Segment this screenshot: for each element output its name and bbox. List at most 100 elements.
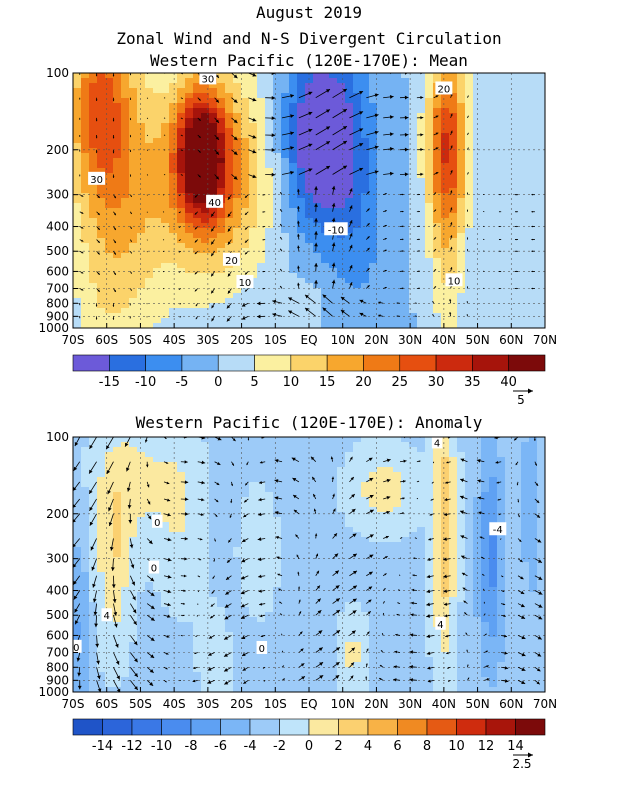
wind-vector-head — [418, 270, 420, 273]
contour-cell — [257, 103, 266, 109]
contour-cell — [345, 188, 354, 194]
contour-cell — [97, 527, 106, 533]
contour-cell — [169, 223, 178, 229]
contour-cell — [433, 467, 442, 473]
contour-cell — [161, 437, 170, 443]
contour-cell — [401, 497, 410, 503]
contour-cell — [489, 233, 498, 239]
contour-cell — [457, 487, 466, 493]
contour-cell — [465, 497, 474, 503]
contour-cell — [505, 83, 514, 89]
contour-cell — [193, 128, 202, 134]
contour-cell — [129, 293, 138, 299]
contour-cell — [297, 293, 306, 299]
contour-cell — [385, 253, 394, 259]
contour-cell — [345, 477, 354, 483]
contour-cell — [145, 303, 154, 309]
contour-cell — [457, 208, 466, 214]
contour-cell — [329, 73, 338, 79]
contour-cell — [409, 78, 418, 84]
contour-cell — [297, 178, 306, 184]
contour-cell — [369, 98, 378, 104]
x-tick-label: 10N — [331, 333, 355, 347]
contour-cell — [161, 497, 170, 503]
contour-cell — [73, 263, 82, 269]
contour-cell — [297, 288, 306, 294]
contour-cell — [169, 178, 178, 184]
contour-cell — [441, 467, 450, 473]
contour-cell — [409, 138, 418, 144]
wind-vector-head — [215, 176, 219, 180]
contour-cell — [137, 173, 146, 179]
contour-cell — [185, 452, 194, 458]
contour-cell — [425, 138, 434, 144]
contour-cell — [257, 218, 266, 224]
contour-cell — [305, 477, 314, 483]
contour-cell — [337, 123, 346, 129]
contour-cell — [345, 173, 354, 179]
contour-cell — [161, 442, 170, 448]
contour-cell — [257, 203, 266, 209]
wind-vector-head — [81, 211, 84, 214]
contour-cell — [329, 268, 338, 274]
contour-cell — [257, 233, 266, 239]
contour-cell — [361, 462, 370, 468]
contour-cell — [145, 123, 154, 129]
contour-cell — [193, 163, 202, 169]
contour-cell — [129, 173, 138, 179]
contour-cell — [385, 118, 394, 124]
contour-cell — [185, 203, 194, 209]
contour-cell — [385, 173, 394, 179]
contour-cell — [105, 288, 114, 294]
contour-cell — [385, 223, 394, 229]
contour-cell — [513, 298, 522, 304]
contour-cell — [105, 223, 114, 229]
contour-cell — [353, 497, 362, 503]
contour-cell — [225, 173, 234, 179]
contour-cell — [201, 253, 210, 259]
contour-cell — [121, 482, 130, 488]
contour-cell — [265, 183, 274, 189]
contour-cell — [385, 517, 394, 523]
contour-cell — [137, 228, 146, 234]
wind-vector-head — [297, 233, 300, 237]
contour-cell — [537, 83, 545, 89]
contour-cell — [153, 158, 162, 164]
wind-vector-head — [420, 95, 424, 100]
contour-cell — [505, 437, 514, 443]
contour-cell — [289, 447, 298, 453]
wind-vector-head — [467, 95, 469, 97]
contour-cell — [521, 492, 530, 498]
contour-cell — [233, 123, 242, 129]
contour-cell — [489, 487, 498, 493]
contour-cell — [209, 98, 218, 104]
wind-vector-head — [326, 141, 330, 145]
contour-cell — [169, 258, 178, 264]
contour-cell — [73, 268, 82, 274]
contour-cell — [153, 183, 162, 189]
contour-cell — [497, 73, 506, 79]
contour-cell — [537, 472, 545, 478]
contour-cell — [409, 323, 418, 328]
contour-cell — [297, 88, 306, 94]
contour-cell — [97, 258, 106, 264]
contour-cell — [529, 193, 538, 199]
contour-cell — [393, 507, 402, 513]
contour-cell — [369, 173, 378, 179]
contour-cell — [145, 323, 154, 328]
contour-cell — [273, 98, 282, 104]
contour-cell — [361, 208, 370, 214]
contour-cell — [305, 163, 314, 169]
contour-cell — [81, 462, 90, 468]
contour-cell — [105, 133, 114, 139]
contour-cell — [409, 208, 418, 214]
contour-cell — [129, 447, 138, 453]
contour-cell — [409, 238, 418, 244]
contour-cell — [481, 323, 490, 328]
contour-cell — [297, 133, 306, 139]
contour-cell — [137, 283, 146, 289]
contour-cell — [425, 462, 434, 468]
contour-cell — [385, 218, 394, 224]
contour-cell — [401, 88, 410, 94]
contour-cell — [353, 298, 362, 304]
